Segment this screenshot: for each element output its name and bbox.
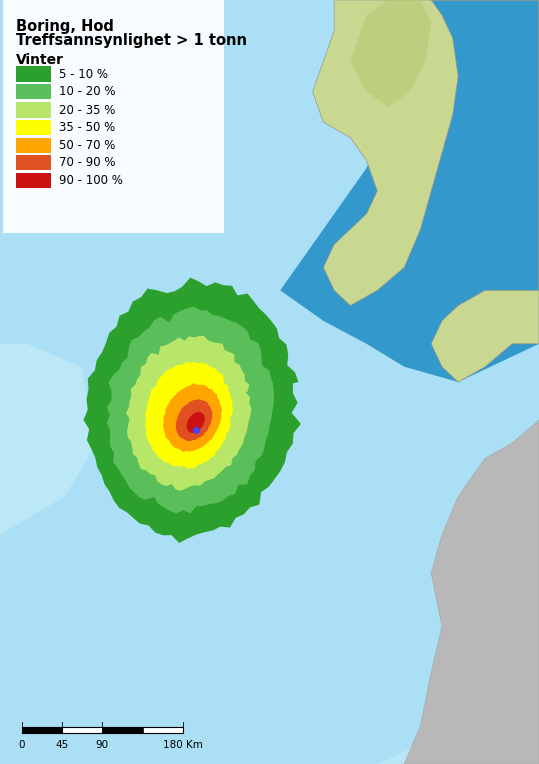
- Polygon shape: [163, 384, 222, 452]
- Text: Boring, Hod: Boring, Hod: [16, 19, 114, 34]
- Text: 20 - 35 %: 20 - 35 %: [59, 103, 116, 117]
- Text: 45: 45: [56, 740, 68, 749]
- FancyBboxPatch shape: [16, 155, 51, 170]
- Text: 5 - 10 %: 5 - 10 %: [59, 67, 108, 81]
- FancyBboxPatch shape: [62, 727, 102, 733]
- FancyBboxPatch shape: [16, 84, 51, 99]
- FancyBboxPatch shape: [16, 66, 51, 82]
- Polygon shape: [280, 0, 539, 382]
- FancyBboxPatch shape: [143, 727, 183, 733]
- Text: Vinter: Vinter: [16, 53, 64, 67]
- Polygon shape: [126, 336, 251, 490]
- Text: 35 - 50 %: 35 - 50 %: [59, 121, 115, 134]
- Polygon shape: [0, 344, 97, 535]
- Text: 0: 0: [18, 740, 25, 749]
- Polygon shape: [404, 420, 539, 764]
- Text: 10 - 20 %: 10 - 20 %: [59, 85, 116, 99]
- Text: Treffsannsynlighet > 1 tonn: Treffsannsynlighet > 1 tonn: [16, 33, 247, 48]
- Polygon shape: [107, 306, 274, 513]
- FancyBboxPatch shape: [16, 102, 51, 118]
- Polygon shape: [377, 626, 539, 764]
- Text: 70 - 90 %: 70 - 90 %: [59, 156, 116, 170]
- FancyBboxPatch shape: [22, 727, 62, 733]
- FancyBboxPatch shape: [102, 727, 143, 733]
- FancyBboxPatch shape: [16, 173, 51, 188]
- FancyBboxPatch shape: [16, 120, 51, 135]
- Polygon shape: [145, 362, 233, 469]
- Text: 180 Km: 180 Km: [163, 740, 203, 749]
- Text: 50 - 70 %: 50 - 70 %: [59, 138, 116, 152]
- Text: 90 - 100 %: 90 - 100 %: [59, 173, 123, 187]
- Polygon shape: [313, 0, 539, 382]
- Polygon shape: [176, 399, 212, 441]
- Polygon shape: [350, 0, 431, 107]
- FancyBboxPatch shape: [3, 0, 224, 233]
- Text: 90: 90: [96, 740, 109, 749]
- Polygon shape: [186, 412, 205, 433]
- Polygon shape: [84, 277, 301, 543]
- FancyBboxPatch shape: [16, 138, 51, 153]
